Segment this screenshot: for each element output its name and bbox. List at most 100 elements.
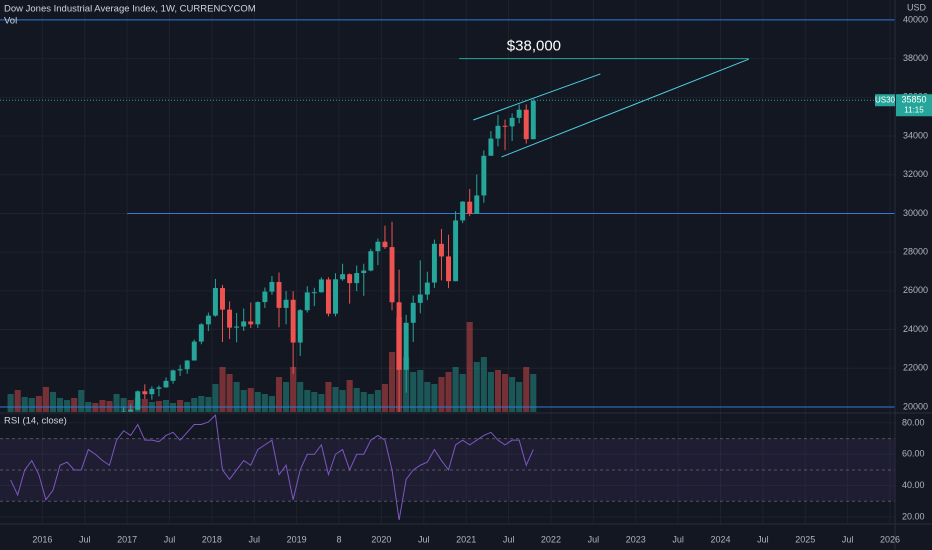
volume-bar — [424, 382, 431, 412]
x-tick-label: 2016 — [32, 534, 52, 544]
volume-bar — [233, 382, 240, 412]
x-tick-label: 2018 — [202, 534, 222, 544]
volume-bar — [346, 380, 353, 412]
candle-body — [283, 299, 289, 308]
x-tick-label: 2024 — [710, 534, 730, 544]
volume-bar — [487, 372, 494, 412]
candle-body — [502, 125, 508, 127]
volume-bar — [120, 398, 127, 412]
rsi-tick-label: 80.00 — [902, 417, 925, 427]
x-tick-label: Jul — [503, 534, 515, 544]
x-tick-label: Jul — [249, 534, 261, 544]
volume-bar — [57, 398, 64, 412]
candle-body — [255, 302, 261, 325]
y-tick-label: 32000 — [903, 169, 928, 179]
symbol-tag-text: US30 — [875, 95, 896, 104]
candle-body — [431, 243, 437, 283]
volume-bar — [290, 367, 297, 412]
volume-bar — [162, 400, 170, 412]
volume-bar — [388, 352, 396, 412]
volume-bar — [99, 400, 106, 412]
x-tick-label: Jul — [842, 534, 854, 544]
x-tick-label: 2020 — [371, 534, 391, 544]
x-tick-label: Jul — [418, 534, 430, 544]
volume-bar — [318, 394, 325, 412]
price-tag-text: 35850 — [901, 95, 926, 105]
currency-label: USD — [907, 2, 927, 12]
candle-body — [474, 195, 480, 214]
volume-bar — [261, 394, 268, 412]
volume-bar — [417, 370, 424, 412]
volume-bar — [339, 390, 346, 412]
volume-bar — [275, 377, 283, 412]
candle-body — [128, 409, 134, 412]
volume-bar — [502, 374, 509, 412]
volume-label: Vol — [4, 16, 17, 27]
volume-bar — [445, 372, 452, 412]
candle-body — [135, 391, 141, 410]
countdown-text: 11:15 — [904, 105, 924, 114]
candle-body — [318, 279, 324, 293]
volume-bar — [226, 374, 233, 412]
volume-bar — [49, 392, 57, 412]
volume-bar — [353, 388, 360, 412]
candle-body — [495, 125, 501, 139]
candle-body — [347, 274, 353, 284]
volume-bar — [494, 370, 502, 412]
candle-body — [163, 380, 169, 388]
volume-bar — [466, 322, 473, 412]
volume-bar — [480, 357, 487, 412]
x-tick-label: 2023 — [626, 534, 646, 544]
volume-bar — [254, 392, 261, 412]
price-pane — [0, 19, 895, 412]
volume-bar — [516, 382, 523, 412]
candle-body — [170, 370, 176, 381]
candle-body — [290, 299, 296, 343]
volume-bar — [283, 382, 290, 412]
candle-body — [375, 241, 381, 252]
candle-body — [340, 274, 346, 280]
volume-bar — [7, 394, 14, 412]
candle-body — [276, 281, 282, 308]
x-tick-label: 2022 — [541, 534, 561, 544]
y-tick-label: 34000 — [903, 130, 928, 140]
y-tick-label: 40000 — [903, 14, 928, 24]
volume-bar — [191, 398, 198, 412]
volume-bar — [205, 397, 212, 412]
candle-body — [396, 302, 402, 370]
volume-bar — [523, 367, 530, 412]
candle-body — [311, 292, 317, 294]
candle-body — [212, 287, 218, 316]
candle-body — [368, 251, 374, 271]
volume-bar — [325, 382, 332, 412]
candle-body — [488, 138, 494, 156]
volume-bar — [473, 362, 480, 412]
x-tick-label: 2019 — [287, 534, 307, 544]
volume-bar — [459, 374, 466, 412]
volume-bar — [21, 397, 28, 412]
y-tick-label: 30000 — [903, 208, 928, 218]
candle-body — [410, 302, 416, 323]
annotation-text: $38,000 — [507, 38, 561, 55]
candle-body — [481, 155, 487, 196]
candle-body — [354, 273, 360, 284]
y-tick-label: 26000 — [903, 285, 928, 295]
candle-body — [516, 109, 522, 118]
volume-bar — [438, 377, 445, 412]
rsi-pane — [0, 414, 895, 521]
candle-body — [304, 292, 310, 311]
trendline — [501, 58, 749, 158]
volume-bar — [367, 394, 374, 412]
rsi-line — [10, 414, 534, 521]
y-tick-label: 28000 — [903, 247, 928, 257]
price-tag — [896, 94, 932, 117]
volume-bar — [332, 387, 339, 412]
rsi-label: RSI (14, close) — [4, 416, 67, 427]
candle-body — [509, 117, 515, 127]
candle-body — [184, 360, 190, 370]
y-tick-label: 24000 — [903, 324, 928, 334]
volume-bar — [219, 367, 226, 412]
candle-body — [382, 241, 388, 248]
